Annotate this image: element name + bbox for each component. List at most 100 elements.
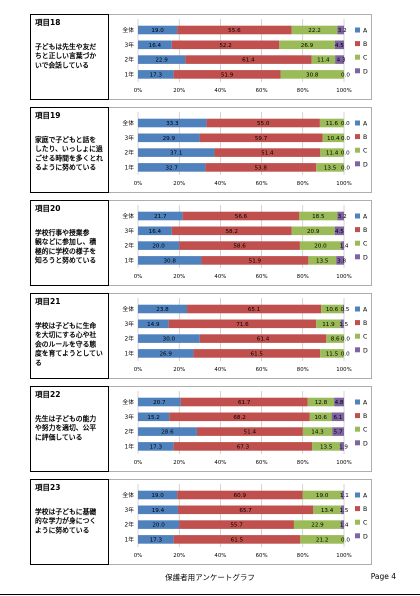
category-label: 3年	[125, 506, 135, 514]
question-text: に評価している	[35, 432, 82, 441]
data-label: 68.2	[233, 415, 245, 421]
legend-label: A	[363, 307, 368, 314]
data-label: 0.5	[341, 307, 350, 313]
data-label: 8.6	[331, 337, 340, 343]
legend-swatch-B	[355, 41, 360, 47]
data-label: 52.2	[219, 43, 231, 49]
question-box	[30, 200, 109, 286]
legend-label: B	[363, 506, 367, 513]
legend-swatch-C	[355, 426, 360, 432]
data-label: 3.2	[338, 28, 347, 34]
bar-segment-A	[138, 304, 188, 314]
data-label: 60.9	[234, 493, 247, 499]
question-text: 度を育てようとしてい	[35, 349, 103, 358]
data-label: 33.3	[166, 121, 179, 127]
legend-label: D	[363, 347, 368, 354]
category-label: 1年	[125, 535, 135, 543]
data-label: 13.5	[324, 165, 337, 171]
legend-label: B	[363, 134, 367, 141]
question-text: ように努めている	[35, 525, 89, 534]
data-label: 51.9	[249, 258, 262, 264]
legend-swatch-A	[355, 213, 360, 219]
data-label: 55.7	[230, 523, 243, 529]
legend-label: C	[363, 241, 367, 248]
question-text: 学校は子どもに基礎	[35, 507, 96, 516]
data-label: 51.4	[261, 151, 274, 157]
category-label: 全体	[122, 119, 134, 127]
bar-segment-A	[138, 148, 215, 157]
page-number: Page 4	[370, 572, 396, 581]
question-text: 学校は子どもに生命	[35, 321, 96, 330]
x-tick-label: 0%	[134, 367, 143, 373]
bar-segment-B	[182, 211, 300, 221]
bar-segment-A	[138, 397, 181, 407]
x-tick-label: 80%	[297, 274, 309, 280]
data-label: 16.4	[149, 43, 162, 49]
legend-label: C	[363, 520, 367, 527]
category-label: 1年	[125, 70, 135, 78]
data-label: 20.0	[152, 523, 165, 529]
item-label: 項目18	[35, 18, 60, 27]
data-label: 23.8	[156, 307, 169, 313]
question-box	[30, 14, 109, 100]
item-label: 項目22	[35, 390, 60, 399]
legend-label: D	[363, 533, 368, 540]
legend-swatch-A	[355, 120, 360, 126]
bar-segment-D	[335, 55, 344, 64]
bar-segment-A	[138, 520, 180, 529]
data-label: 0.0	[341, 121, 350, 127]
data-label: 0.0	[341, 165, 350, 171]
bar-segment-A	[138, 334, 200, 343]
bar-segment-B	[187, 304, 322, 314]
data-label: 0.0	[341, 72, 350, 78]
x-tick-label: 40%	[214, 274, 226, 280]
legend-swatch-B	[355, 320, 360, 326]
item-label: 項目21	[35, 297, 60, 306]
x-tick-label: 100%	[336, 274, 351, 280]
legend-swatch-D	[355, 347, 360, 353]
bar-segment-C	[302, 490, 342, 500]
category-label: 全体	[122, 398, 134, 406]
category-label: 全体	[122, 26, 134, 34]
bar-segment-A	[138, 70, 174, 79]
legend-swatch-D	[355, 68, 360, 74]
legend-label: C	[363, 148, 367, 155]
data-label: 56.6	[235, 214, 248, 220]
bar-segment-A	[138, 241, 180, 250]
data-label: 1.9	[339, 444, 348, 450]
legend-label: A	[363, 214, 368, 221]
data-label: 1.5	[339, 322, 348, 328]
x-tick-label: 0%	[134, 181, 143, 187]
data-label: 4.5	[335, 43, 344, 49]
legend-label: D	[363, 440, 368, 447]
footer-rule	[0, 594, 420, 595]
category-label: 全体	[122, 212, 134, 220]
category-label: 2年	[125, 521, 135, 529]
x-tick-label: 20%	[173, 460, 185, 466]
legend-label: B	[363, 41, 367, 48]
x-tick-label: 80%	[297, 460, 309, 466]
bar-segment-B	[169, 412, 310, 422]
data-label: 61.7	[238, 400, 251, 406]
data-label: 22.9	[311, 523, 324, 529]
legend-label: A	[363, 493, 368, 500]
x-tick-label: 20%	[173, 88, 185, 94]
data-label: 51.9	[221, 72, 234, 78]
data-label: 4.8	[335, 400, 344, 406]
data-label: 32.7	[165, 165, 178, 171]
bar-segment-C	[316, 319, 341, 329]
category-label: 2年	[125, 56, 135, 64]
data-label: 3.8	[337, 258, 346, 264]
data-label: 53.8	[255, 165, 268, 171]
data-label: 19.4	[152, 508, 165, 514]
data-label: 11.6	[326, 121, 339, 127]
legend-label: C	[363, 427, 367, 434]
data-label: 67.3	[237, 444, 250, 450]
data-label: 30.8	[163, 258, 176, 264]
bar-segment-D	[341, 490, 344, 500]
bar-segment-A	[138, 490, 178, 500]
data-label: 0.0	[341, 136, 350, 142]
legend-swatch-C	[355, 54, 360, 60]
